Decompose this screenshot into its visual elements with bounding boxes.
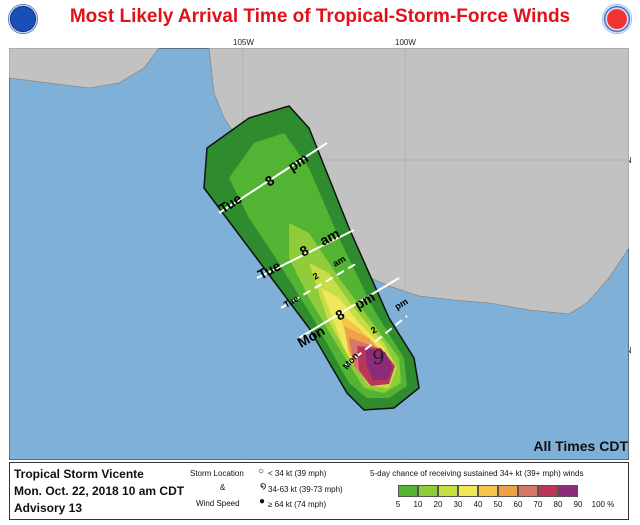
- tropical-storm-icon: ໑: [260, 481, 267, 492]
- scale-swatch: [438, 485, 458, 497]
- map-canvas: Tue 8 pm Tue 8 am Tue 2 am Mon 8 pm Mon …: [9, 48, 629, 460]
- legend-above-64kt: ≥ 64 kt (74 mph): [268, 500, 327, 509]
- storm-symbol-icon: 9: [372, 345, 385, 369]
- circle-open-icon: ○: [258, 466, 265, 477]
- isochrone-tue-8pm: [218, 142, 328, 214]
- isochrone-mon-2pm: [344, 315, 408, 367]
- scale-swatch: [478, 485, 498, 497]
- scale-tick-label: 90: [573, 500, 583, 509]
- isochrone-tue-2am: [280, 261, 360, 309]
- scale-swatch: [518, 485, 538, 497]
- swath-90: [365, 348, 393, 380]
- scale-tick-label: 80: [553, 500, 563, 509]
- legend-ampersand: &: [220, 483, 226, 492]
- label-mon-2pm-hour: 2: [369, 325, 378, 336]
- scale-tick-label: 5: [395, 500, 401, 509]
- label-tue-2am-hour: 2: [311, 271, 320, 282]
- scale-swatch: [458, 485, 478, 497]
- noaa-logo: [8, 4, 38, 34]
- scale-swatch: [418, 485, 438, 497]
- land-baja: [9, 48, 160, 89]
- scale-tick-label: 60: [513, 500, 523, 509]
- advisory-number: Advisory 13: [14, 501, 83, 515]
- scale-tick-label: 10: [413, 500, 423, 509]
- legend-below-34kt: < 34 kt (39 mph): [268, 469, 327, 478]
- scale-tick-label: 100 %: [591, 500, 615, 509]
- longitude-label-105w: 105W: [233, 38, 254, 47]
- isochrone-mon-8pm: [298, 277, 400, 339]
- storm-name: Tropical Storm Vicente: [14, 467, 144, 481]
- nws-logo: [602, 4, 632, 34]
- scale-swatch: [558, 485, 578, 497]
- all-times-note: All Times CDT: [533, 438, 628, 454]
- legend-34-63kt: 34-63 kt (39-73 mph): [268, 485, 343, 494]
- scale-tick-label: 20: [433, 500, 443, 509]
- issue-time: Mon. Oct. 22, 2018 10 am CDT: [14, 484, 185, 498]
- scale-swatch: [538, 485, 558, 497]
- probability-legend-title: 5-day chance of receiving sustained 34+ …: [370, 469, 584, 478]
- isochrone-tue-8am: [256, 229, 355, 279]
- scale-swatch: [498, 485, 518, 497]
- legend-footer: Tropical Storm Vicente Mon. Oct. 22, 201…: [9, 462, 629, 520]
- map-title: Most Likely Arrival Time of Tropical-Sto…: [69, 6, 571, 27]
- longitude-label-100w: 100W: [395, 38, 416, 47]
- hurricane-icon: ●: [259, 496, 266, 507]
- probability-color-scale: [398, 485, 578, 497]
- scale-tick-label: 50: [493, 500, 503, 509]
- scale-tick-label: 70: [533, 500, 543, 509]
- legend-wind-speed: Wind Speed: [196, 499, 240, 508]
- scale-tick-label: 30: [453, 500, 463, 509]
- legend-storm-location: Storm Location: [190, 469, 244, 478]
- scale-swatch: [398, 485, 418, 497]
- scale-tick-label: 40: [473, 500, 483, 509]
